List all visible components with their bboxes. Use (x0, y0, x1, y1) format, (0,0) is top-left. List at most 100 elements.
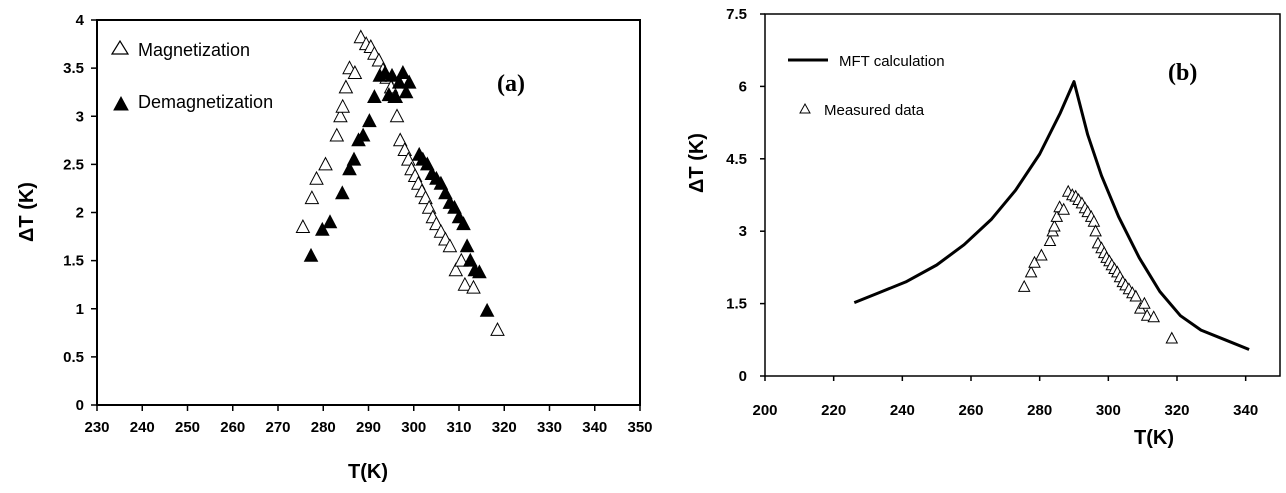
data-point-demagnetization (456, 216, 471, 231)
data-point-demagnetization (438, 185, 453, 200)
data-point-measured (1129, 289, 1143, 302)
y-tick-label: 3.5 (63, 60, 84, 77)
data-point-demagnetization (433, 175, 449, 190)
panel-label-a: (a) (497, 71, 525, 97)
data-point-magnetization (347, 65, 363, 79)
data-point-magnetization (389, 108, 405, 123)
data-point-magnetization (421, 199, 437, 214)
panel-label-b: (b) (1168, 60, 1197, 86)
legend-measured-label: Measured data (824, 102, 925, 119)
x-tick-label: 310 (446, 419, 471, 436)
panel-a: 0 0.5 1 1.5 2 2.5 3 3.5 4 230 240 250 260 270 280 290 3… (16, 12, 653, 483)
data-point-demagnetization (355, 127, 371, 142)
x-tick-label: 320 (1164, 402, 1189, 419)
data-point-magnetization (338, 79, 354, 94)
y-tick-label: 2.5 (63, 156, 84, 173)
x-tick-label: 240 (890, 402, 915, 419)
y-tick-label: 1.5 (726, 296, 747, 313)
data-point-magnetization (466, 279, 481, 294)
data-point-measured (1024, 265, 1038, 278)
data-point-magnetization (442, 238, 458, 253)
data-point-measured (1043, 234, 1057, 246)
data-points-a (295, 29, 505, 336)
data-point-magnetization (309, 170, 324, 185)
x-tick-label: 250 (175, 419, 200, 436)
x-tick-label: 270 (265, 419, 290, 436)
y-tick-label: 1.5 (63, 253, 84, 270)
y-tick-label: 1 (76, 301, 84, 318)
y-tick-label: 4.5 (726, 151, 747, 168)
data-point-demagnetization (401, 74, 417, 89)
legend-measured-marker (799, 102, 811, 114)
x-tick-labels-b: 200 220 240 260 280 300 320 340 (752, 376, 1258, 419)
data-point-demagnetization (342, 161, 357, 176)
plot-frame-b (764, 13, 1281, 377)
y-tick-label: 4 (76, 12, 85, 29)
data-point-demagnetization (388, 89, 404, 103)
data-point-demagnetization (472, 264, 487, 279)
y-tick-label: 0 (739, 368, 747, 385)
x-axis-title-b: T(K) (1134, 427, 1174, 449)
data-point-measured (1035, 248, 1048, 261)
data-point-measured (1087, 214, 1101, 227)
data-point-magnetization (371, 52, 387, 67)
data-point-demagnetization (419, 156, 435, 171)
series-line-mft-calculation (853, 80, 1250, 351)
y-tick-labels-b: 0 1.5 3 4.5 6 7.5 (726, 6, 765, 385)
data-marks-b (853, 80, 1250, 351)
x-tick-label: 300 (1096, 402, 1121, 419)
x-tick-label: 350 (627, 419, 652, 436)
y-tick-label: 0.5 (63, 349, 84, 366)
data-point-measured (1057, 202, 1071, 215)
x-tick-label: 260 (220, 419, 245, 436)
data-point-magnetization (457, 276, 473, 291)
x-tick-label: 240 (130, 419, 155, 436)
data-point-demagnetization (384, 67, 400, 82)
x-axis-title-a: T(K) (348, 461, 388, 483)
data-point-demagnetization (303, 247, 319, 262)
legend-magnetization-marker (110, 39, 130, 55)
data-point-magnetization (333, 108, 348, 123)
data-point-magnetization (295, 219, 311, 233)
y-tick-label: 3 (76, 108, 84, 125)
legend-mft-label: MFT calculation (839, 53, 945, 70)
legend-demagnetization-label: Demagnetization (138, 92, 273, 112)
x-tick-label: 290 (356, 419, 381, 436)
data-point-demagnetization (362, 113, 377, 128)
data-point-demagnetization (395, 65, 411, 79)
data-point-magnetization (304, 190, 320, 205)
data-point-demagnetization (462, 252, 478, 267)
y-tick-label: 0 (76, 397, 84, 414)
y-axis-title-a: ΔT (K) (16, 182, 38, 242)
data-point-demagnetization (322, 214, 338, 229)
data-point-demagnetization (346, 151, 362, 166)
data-point-measured (1147, 310, 1161, 323)
data-point-measured (1050, 209, 1064, 222)
data-point-magnetization (392, 132, 408, 147)
data-point-demagnetization (334, 185, 350, 200)
y-axis-title-b: ΔT (K) (686, 133, 708, 193)
data-point-measured (1089, 224, 1102, 237)
data-point-measured (1165, 331, 1179, 344)
x-tick-label: 280 (311, 419, 336, 436)
data-point-demagnetization (479, 302, 495, 317)
x-tick-labels-a: 230 240 250 260 270 280 290 300 310 320 330 340 350 (84, 405, 653, 436)
data-point-magnetization (353, 29, 369, 44)
data-point-magnetization (329, 127, 345, 142)
data-point-measured (1017, 279, 1031, 292)
x-tick-label: 320 (492, 419, 517, 436)
x-tick-label: 330 (537, 419, 562, 436)
data-point-magnetization (453, 252, 469, 267)
x-tick-label: 300 (401, 419, 426, 436)
data-point-measured (1138, 296, 1151, 309)
data-point-measured (1048, 219, 1061, 232)
data-point-magnetization (318, 156, 333, 171)
y-tick-labels-a: 0 0.5 1 1.5 2 2.5 3 3.5 4 (63, 12, 97, 414)
data-point-magnetization (448, 262, 464, 277)
data-point-magnetization (490, 322, 505, 336)
x-tick-label: 340 (1233, 402, 1258, 419)
data-point-demagnetization (367, 89, 382, 103)
legend-magnetization-label: Magnetization (138, 40, 250, 60)
y-tick-label: 7.5 (726, 6, 747, 23)
